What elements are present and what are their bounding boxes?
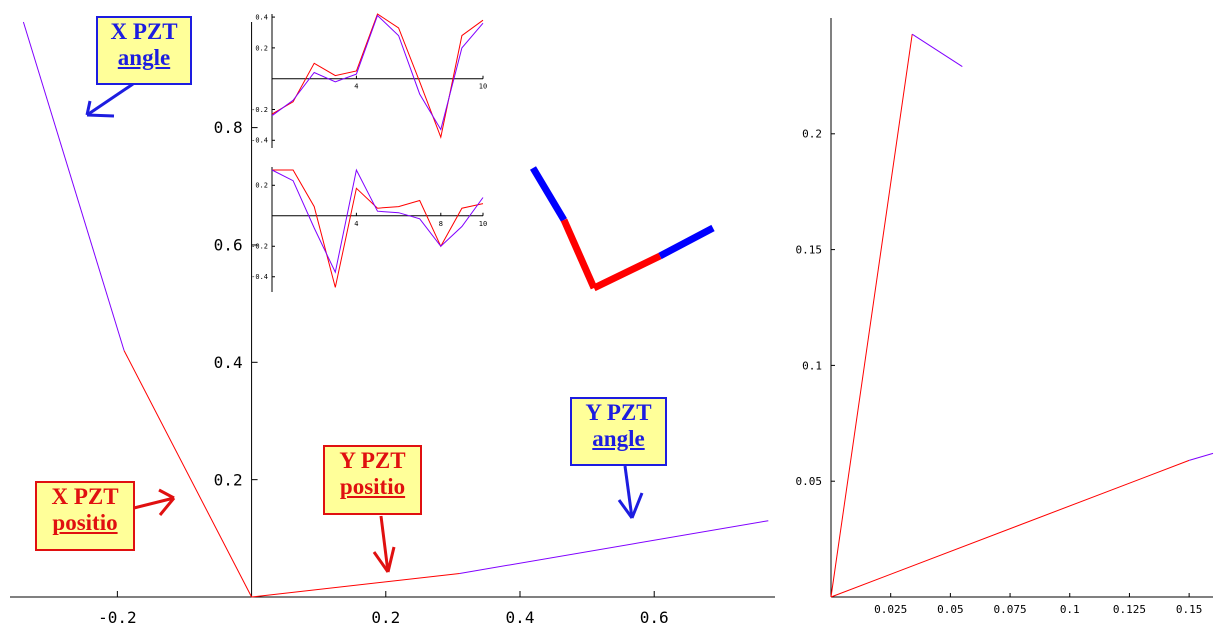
main-x-tick-label: 0.4 <box>506 608 535 627</box>
inset_bottom-series-line-1 <box>272 169 484 288</box>
right-x-tick-label: 0.075 <box>994 603 1027 616</box>
glyph-blue-vertical <box>529 166 568 222</box>
label-y-pzt-position-line2: positio <box>339 474 406 499</box>
right-series-line-2 <box>911 33 963 68</box>
label-x-pzt-position: X PZT positio <box>35 481 135 551</box>
inset_bottom-x-tick-label: 8 <box>439 220 443 228</box>
right-x-tick-label: 0.15 <box>1176 603 1203 616</box>
main-series-line-1 <box>22 21 125 351</box>
label-x-pzt-angle: X PZT angle <box>96 16 192 85</box>
inset_top-x-tick-label: 10 <box>479 83 487 91</box>
right-x-tick-label: 0.1 <box>1060 603 1080 616</box>
right-y-tick-label: 0.2 <box>802 128 822 141</box>
right-x-tick-label: 0.125 <box>1113 603 1146 616</box>
main-x-tick-label: 0.2 <box>371 608 400 627</box>
main-y-tick-label: 0.6 <box>214 236 243 255</box>
right-y-tick-label: 0.15 <box>796 243 823 256</box>
arrow-y-pzt-angle <box>617 465 644 519</box>
inset-plot-bottom: 4 8 10 -0.4 -0.2 0.2 <box>251 167 487 292</box>
main-x-tick-label: -0.2 <box>98 608 137 627</box>
label-x-pzt-angle-line1: X PZT <box>110 19 178 44</box>
main-x-tick-label: 0.6 <box>640 608 669 627</box>
main-series-line-2 <box>123 350 253 598</box>
right-series-line-3 <box>830 459 1190 598</box>
inset_bottom-series-line-2 <box>271 168 484 274</box>
main-plot: -0.2 0.2 0.4 0.6 0.2 0.4 0.6 0.8 <box>10 21 775 627</box>
arrow-x-pzt-position <box>133 488 176 516</box>
axis-orientation-glyph <box>529 166 715 292</box>
label-x-pzt-position-line1: X PZT <box>51 484 119 509</box>
right-y-tick-label: 0.05 <box>796 475 823 488</box>
right-y-tick-label: 0.1 <box>802 359 822 372</box>
label-y-pzt-angle-line2: angle <box>592 426 645 451</box>
right-x-tick-label: 0.025 <box>874 603 907 616</box>
label-y-pzt-position-line1: Y PZT <box>339 448 406 473</box>
inset_top-series-line-1 <box>271 13 484 139</box>
inset_bottom-x-tick-label: 4 <box>354 220 358 228</box>
main-series-line-3 <box>251 573 460 598</box>
inset_bottom-y-tick-label: -0.4 <box>251 273 268 281</box>
inset-plot-top: 4 10 -0.4 -0.2 0.2 0.4 <box>251 13 487 148</box>
inset_bottom-x-tick-label: 10 <box>479 220 487 228</box>
right-series-line-1 <box>830 34 913 598</box>
annotation-arrows <box>85 82 644 573</box>
main-series-line-4 <box>459 520 769 574</box>
glyph-blue-horizontal <box>658 224 715 260</box>
inset_top-y-tick-label: -0.4 <box>251 137 268 145</box>
inset_bottom-y-tick-label: 0.2 <box>255 182 268 190</box>
right-x-tick-label: 0.05 <box>937 603 964 616</box>
inset_top-series-line-2 <box>271 14 484 131</box>
arrow-y-pzt-position <box>372 515 396 573</box>
label-x-pzt-position-line2: positio <box>52 510 118 535</box>
glyph-red-horizontal <box>592 252 662 292</box>
label-x-pzt-angle-line2: angle <box>117 45 171 70</box>
inset_top-y-tick-label: 0.4 <box>255 14 268 22</box>
glyph-red-vertical <box>560 218 598 290</box>
main-y-tick-label: 0.2 <box>214 470 243 489</box>
right-plot: 0.025 0.05 0.075 0.1 0.125 0.15 0.05 0.1 0.15 0.2 <box>796 18 1214 616</box>
inset_top-x-tick-label: 4 <box>354 83 358 91</box>
main-y-tick-label: 0.4 <box>214 353 243 372</box>
inset_top-y-tick-label: -0.2 <box>251 106 268 114</box>
main-y-tick-label: 0.8 <box>214 118 243 137</box>
label-y-pzt-position: Y PZT positio <box>323 445 422 515</box>
label-y-pzt-angle: Y PZT angle <box>570 397 667 466</box>
arrow-x-pzt-angle <box>85 82 134 118</box>
label-y-pzt-angle-line1: Y PZT <box>585 400 652 425</box>
inset_bottom-y-tick-label: -0.2 <box>251 243 268 251</box>
right-series-line-4 <box>1188 452 1214 461</box>
inset_top-y-tick-label: 0.2 <box>255 44 268 52</box>
